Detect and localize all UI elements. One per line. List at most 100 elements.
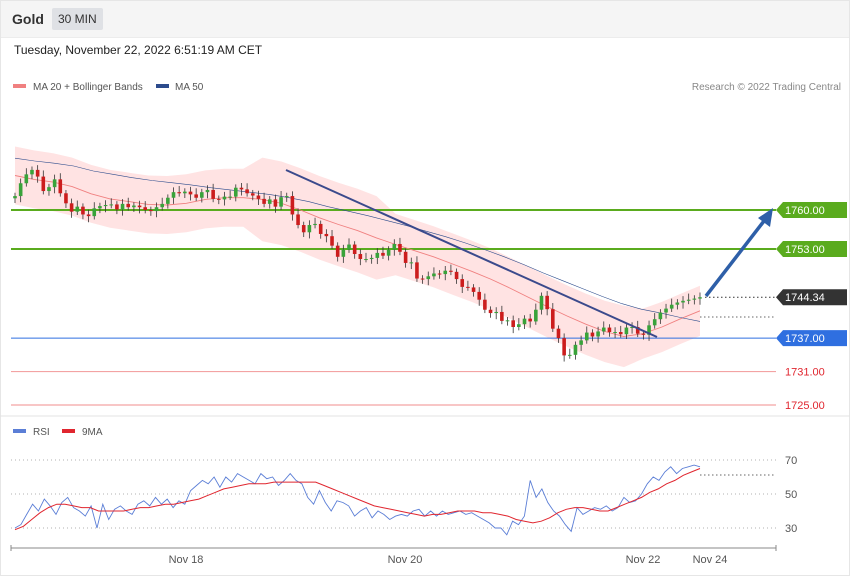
candle-body <box>607 327 612 333</box>
candle-body <box>335 245 340 257</box>
candle-body <box>273 199 278 207</box>
candle-body <box>494 311 498 314</box>
candle-body <box>267 199 272 204</box>
candle-body <box>98 206 102 209</box>
rsi-tick-label: 50 <box>785 489 797 501</box>
candle-body <box>205 189 210 193</box>
candle-body <box>290 196 295 215</box>
candle-body <box>505 320 510 322</box>
candle-body <box>296 214 300 226</box>
candle-body <box>245 189 249 194</box>
candle-body <box>488 309 493 314</box>
candle-body <box>601 327 606 332</box>
candle-body <box>686 299 691 301</box>
candle-body <box>375 252 380 258</box>
candle-body <box>664 308 668 313</box>
candle-body <box>641 333 646 335</box>
candle-body <box>239 187 244 190</box>
forecast-arrow-line <box>704 219 766 298</box>
research-credit: Research © 2022 Trading Central <box>692 82 841 93</box>
candle-body <box>41 176 46 192</box>
x-tick-label: Nov 20 <box>388 554 423 566</box>
candle-body <box>35 169 40 177</box>
candle-body <box>460 279 465 287</box>
candle-body <box>120 203 125 210</box>
candle-body <box>24 174 29 184</box>
candle-body <box>681 300 685 303</box>
candle-body <box>675 302 680 305</box>
candle-body <box>477 291 482 300</box>
candle-body <box>347 244 351 250</box>
bollinger-band-area <box>15 146 700 368</box>
candle-body <box>307 225 312 233</box>
candle-body <box>222 196 227 200</box>
rsi-tick-label: 30 <box>785 523 797 535</box>
timestamp-label: Tuesday, November 22, 2022 6:51:19 AM CE… <box>14 43 263 57</box>
candle-body <box>471 287 476 292</box>
candle-body <box>358 254 363 260</box>
timeframe-button[interactable]: 30 MIN <box>52 8 103 30</box>
downtrend-line <box>285 169 658 338</box>
x-tick-label: Nov 22 <box>626 554 661 566</box>
candle-body <box>420 278 425 280</box>
candle-body <box>443 270 448 275</box>
candle-body <box>69 203 74 212</box>
candle-body <box>75 206 80 212</box>
legend-ma20-swatch <box>13 84 26 88</box>
candle-body <box>624 327 629 335</box>
candle-body <box>483 299 487 310</box>
candle-body <box>528 318 532 322</box>
candle-body <box>81 206 85 215</box>
candle-body <box>652 319 657 326</box>
candle-body <box>517 324 521 327</box>
legend-ma50-swatch <box>156 84 169 88</box>
candle-body <box>160 203 164 208</box>
candle-body <box>228 196 232 198</box>
candle-body <box>669 304 674 309</box>
candle-body <box>211 189 215 199</box>
candle-body <box>454 271 459 280</box>
candle-body <box>426 276 431 280</box>
candle-body <box>188 191 193 195</box>
x-tick-label: Nov 24 <box>693 554 728 566</box>
candle-body <box>551 309 555 329</box>
level-label: 1753.00 <box>785 244 825 256</box>
candle-body <box>217 198 221 200</box>
candle-body <box>618 332 623 335</box>
candle-body <box>386 249 391 256</box>
candle-body <box>115 204 119 210</box>
ma20-line <box>14 175 701 337</box>
candle-body <box>567 354 572 356</box>
candle-body <box>352 244 357 255</box>
candle-body <box>330 236 334 246</box>
legend-rsi-label: RSI <box>33 427 50 438</box>
candle-body <box>313 223 317 226</box>
candle-body <box>415 262 419 279</box>
candle-body <box>432 273 436 277</box>
level-tag <box>776 241 847 257</box>
candle-body <box>647 325 651 335</box>
candle-body <box>301 225 306 233</box>
candle-body <box>364 259 368 261</box>
candle-body <box>522 318 527 325</box>
candle-body <box>143 207 148 210</box>
candle-body <box>92 208 97 217</box>
candle-body <box>13 196 17 199</box>
rsi-tick-label: 70 <box>785 455 797 467</box>
candle-body <box>556 328 561 339</box>
x-tick-label: Nov 18 <box>169 554 204 566</box>
candle-body <box>658 312 663 320</box>
legend-ma20-label: MA 20 + Bollinger Bands <box>33 82 143 93</box>
candle-body <box>500 311 504 321</box>
candle-body <box>698 297 702 299</box>
level-label: 1725.00 <box>785 400 825 412</box>
candle-body <box>166 197 170 204</box>
candle-body <box>126 203 131 208</box>
candle-body <box>324 233 329 237</box>
candle-body <box>47 187 51 192</box>
level-label: 1737.00 <box>785 333 825 345</box>
candle-body <box>194 194 198 198</box>
forecast-arrow-head <box>758 208 773 227</box>
level-tag <box>776 289 847 306</box>
